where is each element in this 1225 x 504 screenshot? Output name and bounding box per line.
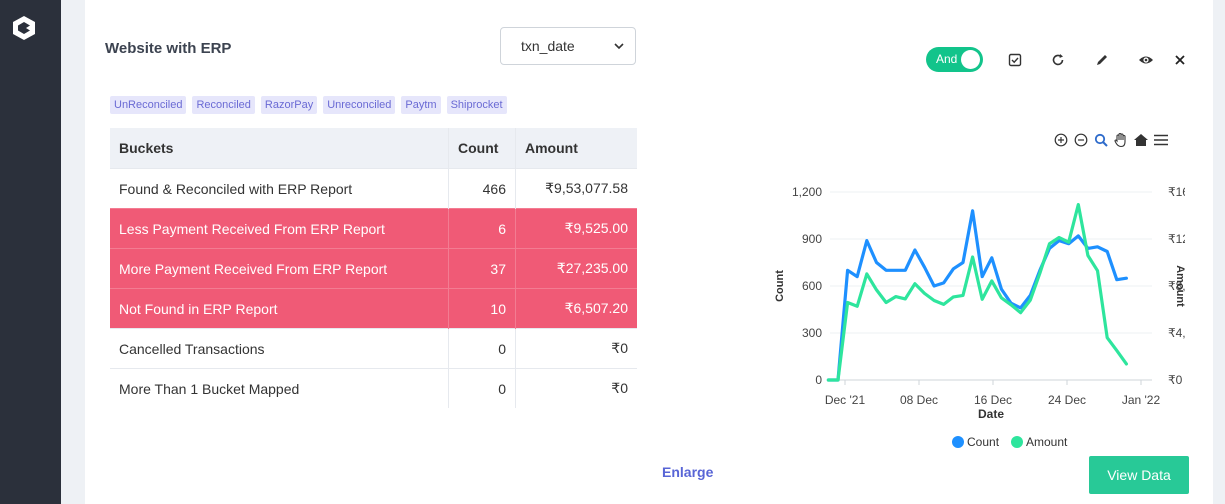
count-cell: 6 [448,208,516,249]
home-icon[interactable] [1133,131,1149,149]
tag-list: UnReconciled Reconciled RazorPay Unrecon… [110,96,507,114]
series-line-count [826,209,1128,382]
date-field-value: txn_date [521,38,575,54]
amount-cell: ₹6,507.20 [515,288,637,329]
column-header-buckets: Buckets [110,128,449,169]
date-field-select[interactable]: txn_date [500,27,636,65]
x-tick-label: Dec '21 [825,393,866,407]
edit-icon[interactable] [1092,50,1112,70]
pan-hand-icon[interactable] [1113,131,1129,149]
table-row[interactable]: More Payment Received From ERP Report 37… [110,248,637,289]
x-axis-title: Date [978,407,1004,421]
tag[interactable]: UnReconciled [110,96,187,114]
y-tick-label: 900 [802,232,822,246]
column-header-count: Count [448,128,516,169]
bucket-cell: Less Payment Received From ERP Report [110,208,449,249]
count-cell: 0 [448,328,516,369]
bucket-cell: Found & Reconciled with ERP Report [110,168,449,209]
count-cell: 466 [448,168,516,209]
zoom-in-icon[interactable] [1053,131,1069,149]
buckets-table: Buckets Count Amount Found & Reconciled … [110,128,637,408]
y2-tick-label: ₹8,00,000 [1168,279,1185,293]
x-tick-label: Jan '22 [1122,393,1161,407]
amount-cell: ₹0 [515,368,637,408]
and-or-toggle[interactable]: And [926,47,983,72]
table-row[interactable]: Less Payment Received From ERP Report 6 … [110,208,637,249]
y-tick-label: 1,200 [792,185,822,199]
chart-toolbar [1053,131,1169,149]
table-row[interactable]: Cancelled Transactions 0 ₹0 [110,328,637,369]
enlarge-link[interactable]: Enlarge [662,464,714,480]
tag[interactable]: Unreconciled [323,96,396,114]
magnifier-icon[interactable] [1093,131,1109,149]
y2-tick-label: ₹0 [1168,373,1183,387]
bucket-cell: More Than 1 Bucket Mapped [110,368,449,408]
view-data-button[interactable]: View Data [1089,456,1189,494]
amount-cell: ₹27,235.00 [515,248,637,289]
tag[interactable]: Reconciled [192,96,255,114]
count-cell: 10 [448,288,516,329]
menu-icon[interactable] [1153,131,1169,149]
x-tick-label: 16 Dec [974,393,1012,407]
legend-label-amount: Amount [1026,435,1068,449]
x-tick-label: 08 Dec [900,393,938,407]
amount-cell: ₹0 [515,328,637,369]
refresh-icon[interactable] [1048,50,1068,70]
bucket-cell: Cancelled Transactions [110,328,449,369]
y2-tick-label: ₹4,00,000 [1168,326,1185,340]
y-tick-label: 0 [815,373,822,387]
count-cell: 37 [448,248,516,289]
sidebar [0,0,61,504]
x-tick-label: 24 Dec [1048,393,1086,407]
zoom-out-icon[interactable] [1073,131,1089,149]
checkbox-icon[interactable] [1005,50,1025,70]
y-tick-label: 600 [802,279,822,293]
tag[interactable]: Shiprocket [446,96,507,114]
eye-icon[interactable] [1136,50,1156,70]
legend-marker-amount [1011,436,1023,448]
count-amount-chart: 0 300 600 900 1,200 ₹0 ₹4,00,000 ₹8,00,000 ₹12,0… [774,185,1185,449]
card-title: Website with ERP [105,40,232,57]
amount-cell: ₹9,53,077.58 [515,168,637,209]
close-icon[interactable] [1170,50,1190,70]
bucket-cell: Not Found in ERP Report [110,288,449,329]
legend-label-count: Count [967,435,1000,449]
table-row[interactable]: Found & Reconciled with ERP Report 466 ₹… [110,168,637,209]
count-cell: 0 [448,368,516,408]
chevron-down-icon [614,43,624,50]
y2-tick-label: ₹12,00,000 [1168,232,1185,246]
series-line-amount [826,203,1128,382]
table-row[interactable]: Not Found in ERP Report 10 ₹6,507.20 [110,288,637,329]
table-header-row: Buckets Count Amount [110,128,637,169]
toggle-knob [961,50,980,69]
amount-cell: ₹9,525.00 [515,208,637,249]
tag[interactable]: RazorPay [260,96,318,114]
y-axis-title: Count [774,270,786,302]
report-card: Website with ERP txn_date And UnReconcil… [85,0,1213,504]
y2-tick-label: ₹16,00,000 [1168,185,1185,199]
table-row[interactable]: More Than 1 Bucket Mapped 0 ₹0 [110,368,637,408]
y-tick-label: 300 [802,326,822,340]
app-logo-icon[interactable] [10,14,38,42]
y2-axis-title: Amount [1174,265,1185,307]
legend-marker-count [952,436,964,448]
toggle-label: And [936,52,958,66]
tag[interactable]: Paytm [401,96,441,114]
column-header-amount: Amount [515,128,637,169]
bucket-cell: More Payment Received From ERP Report [110,248,449,289]
